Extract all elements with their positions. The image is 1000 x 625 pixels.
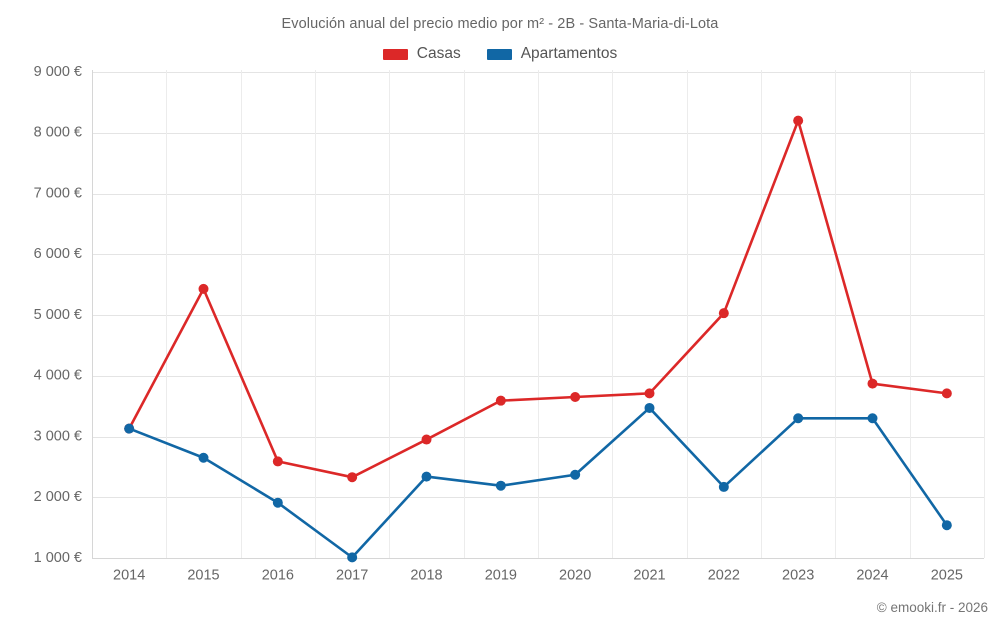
- y-tick-label: 2 000 €: [34, 489, 82, 505]
- y-tick-label: 7 000 €: [34, 185, 82, 201]
- data-point-marker[interactable]: [421, 471, 432, 482]
- data-point-marker[interactable]: [272, 497, 283, 508]
- data-point-marker[interactable]: [198, 452, 209, 463]
- x-tick-label: 2022: [708, 568, 740, 584]
- data-point-marker[interactable]: [570, 469, 581, 480]
- data-point-marker[interactable]: [495, 395, 506, 406]
- y-tick-label: 8 000 €: [34, 125, 82, 141]
- data-point-marker[interactable]: [198, 283, 209, 294]
- data-point-marker[interactable]: [495, 480, 506, 491]
- series-line-apartamentos: [127, 406, 949, 559]
- y-tick-label: 4 000 €: [34, 368, 82, 384]
- data-point-marker[interactable]: [644, 388, 655, 399]
- data-point-marker[interactable]: [718, 481, 729, 492]
- grid-layer: [92, 70, 985, 559]
- y-tick-label: 6 000 €: [34, 246, 82, 262]
- credit-text: © emooki.fr - 2026: [876, 600, 988, 615]
- data-point-marker[interactable]: [718, 308, 729, 319]
- x-tick-label: 2017: [336, 568, 368, 584]
- y-tick-label: 9 000 €: [34, 64, 82, 80]
- data-point-marker[interactable]: [793, 413, 804, 424]
- x-tick-label: 2021: [633, 568, 665, 584]
- data-point-marker[interactable]: [421, 434, 432, 445]
- data-point-marker[interactable]: [272, 456, 283, 467]
- data-point-marker[interactable]: [644, 402, 655, 413]
- y-tick-label: 1 000 €: [34, 550, 82, 566]
- x-tick-label: 2023: [782, 568, 814, 584]
- data-point-marker[interactable]: [347, 552, 358, 563]
- data-point-marker[interactable]: [867, 378, 878, 389]
- x-tick-label: 2020: [559, 568, 591, 584]
- data-point-marker[interactable]: [867, 413, 878, 424]
- data-point-marker[interactable]: [793, 115, 804, 126]
- data-point-marker[interactable]: [941, 520, 952, 531]
- x-tick-label: 2025: [931, 568, 963, 584]
- x-tick-label: 2015: [187, 568, 219, 584]
- legend-item-casas[interactable]: Casas: [382, 45, 461, 63]
- x-tick-label: 2016: [262, 568, 294, 584]
- data-point-marker[interactable]: [124, 423, 135, 434]
- x-tick-label: 2024: [856, 568, 888, 584]
- series-layer: [124, 115, 952, 563]
- chart-legend: Casas Apartamentos: [0, 45, 1000, 63]
- legend-label-apartamentos: Apartamentos: [520, 45, 618, 62]
- y-axis-tick-labels: 1 000 € 2 000 € 3 000 € 4 000 € 5 000 € 6 000…: [34, 64, 82, 566]
- legend-swatch-apartamentos: [486, 48, 512, 60]
- y-tick-label: 5 000 €: [34, 307, 82, 323]
- data-point-marker[interactable]: [347, 472, 358, 483]
- x-tick-label: 2019: [485, 568, 517, 584]
- legend-label-casas: Casas: [416, 45, 461, 62]
- x-tick-label: 2014: [113, 568, 145, 584]
- x-tick-label: 2018: [410, 568, 442, 584]
- legend-swatch-casas: [382, 48, 408, 60]
- series-line-casas: [127, 119, 949, 479]
- y-tick-label: 3 000 €: [34, 428, 82, 444]
- x-axis-tick-labels: 2014 2015 2016 2017 2018 2019 2020 2021 2022 2023…: [113, 568, 963, 584]
- data-point-marker[interactable]: [941, 388, 952, 399]
- chart-title: Evolución anual del precio medio por m² …: [281, 16, 719, 32]
- data-point-marker[interactable]: [570, 392, 581, 403]
- legend-item-apartamentos[interactable]: Apartamentos: [486, 45, 618, 63]
- axis-layer: [92, 70, 984, 559]
